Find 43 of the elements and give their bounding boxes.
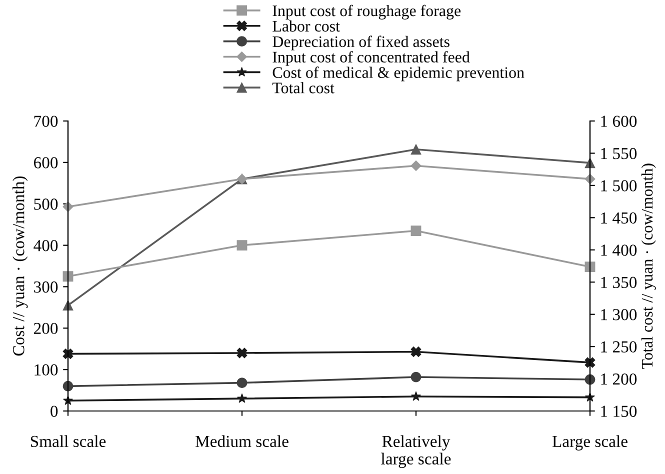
point (410, 226, 422, 236)
legend-label: Input cost of concentrated feed (272, 51, 470, 66)
x-tick-label: Medium scale (196, 435, 288, 448)
point (584, 374, 596, 385)
point (410, 144, 422, 155)
point (411, 391, 421, 401)
y-tick-label: 400 (34, 240, 58, 252)
point (236, 240, 248, 250)
point (62, 348, 74, 360)
legend-label: Input cost of roughage forage (272, 4, 461, 20)
y2-tick-label: 1 600 (601, 116, 637, 127)
y-tick-label: 300 (34, 281, 58, 293)
x-tick-label: Small scale (30, 435, 106, 448)
x-tick-label: Large scale (552, 435, 628, 450)
x-tick-label: Relatively large scale (381, 435, 451, 468)
y2-tick-label: 1 550 (601, 148, 637, 160)
point (237, 393, 247, 403)
y2-tick-label: 1 500 (601, 180, 637, 192)
point (410, 346, 422, 357)
legend-label: Total cost (272, 82, 334, 94)
y-tick-label: 0 (50, 406, 58, 417)
y-tick-label: 200 (34, 322, 58, 334)
y2-axis-title: Total cost // yuan · (cow/month) (641, 164, 656, 369)
y-axis-title: Cost // yuan · (cow/month) (12, 176, 28, 356)
legend-label: Depreciation of fixed assets (272, 36, 450, 50)
point (410, 372, 422, 382)
y-tick-label: 100 (34, 364, 58, 376)
y2-tick-label: 1 150 (601, 406, 637, 417)
y2-tick-label: 1 300 (601, 309, 637, 320)
y-tick-label: 500 (34, 198, 58, 210)
point (236, 378, 248, 388)
legend-label: Cost of medical & epidemic prevention (272, 66, 524, 82)
y2-tick-label: 1 350 (601, 276, 637, 288)
legend-label: Labor cost (272, 20, 340, 32)
y2-tick-label: 1 450 (601, 212, 637, 224)
y2-tick-label: 1 400 (601, 244, 637, 256)
point (410, 160, 422, 172)
y2-tick-label: 1 200 (601, 373, 637, 385)
point (62, 201, 74, 212)
y2-tick-label: 1 250 (601, 341, 637, 352)
point (236, 348, 248, 358)
y-tick-label: 700 (34, 116, 58, 127)
y-tick-label: 600 (34, 157, 58, 168)
